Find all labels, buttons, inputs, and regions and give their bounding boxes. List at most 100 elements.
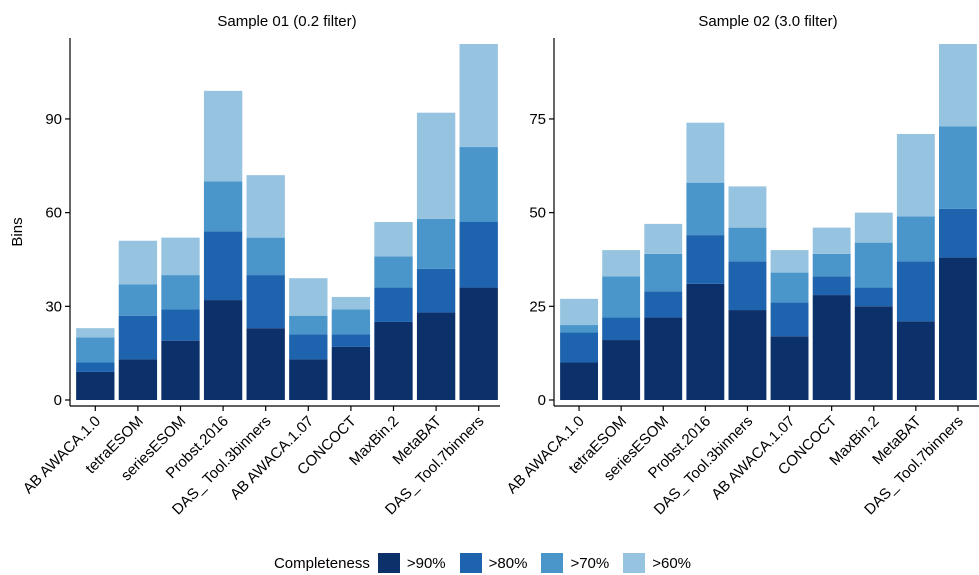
panel2-bar-3-seg-3 (686, 122, 725, 183)
panel1-bar-6-seg-0 (331, 346, 371, 400)
panel1-bar-0-seg-0 (76, 371, 115, 400)
legend-label-gt70: >70% (570, 554, 610, 572)
panel1-bar-2-seg-0 (161, 340, 200, 400)
panel1-bar-1-seg-1 (118, 315, 158, 360)
panel1-bar-7-seg-3 (374, 222, 413, 257)
legend-swatch-gt90 (377, 553, 400, 573)
panel2-bar-1-seg-2 (602, 276, 641, 318)
panel2-bar-6-seg-2 (812, 253, 851, 277)
legend-title: Completeness (273, 554, 370, 572)
panel2-bar-1-seg-0 (602, 340, 641, 400)
y-axis-label: Bins (9, 217, 26, 246)
legend-label-gt60: >60% (652, 554, 692, 572)
panel2-bar-5-seg-3 (770, 250, 809, 273)
panel2-bar-4-seg-2 (728, 227, 767, 262)
panel2-bar-8-seg-3 (896, 133, 935, 217)
legend-entry-gt90: >90% (377, 553, 446, 573)
panel1-bar-3-seg-3 (203, 90, 243, 182)
panel2-y-tick-label: 50 (529, 205, 546, 222)
panel2-bar-8-seg-0 (896, 321, 935, 400)
legend-entry-gt70: >70% (541, 553, 609, 573)
panel1-bar-4-seg-2 (246, 237, 285, 276)
panel2-bar-1-seg-3 (602, 250, 641, 277)
panel2-bar-0-seg-3 (560, 298, 598, 326)
panel1-bar-6-seg-2 (331, 309, 371, 335)
panel2-bar-8-seg-1 (896, 261, 935, 322)
panel1-bar-6-seg-3 (331, 296, 371, 310)
panel1-bar-1-seg-0 (118, 359, 158, 400)
panel2-bar-4-seg-0 (728, 310, 767, 400)
panel1-bar-0-seg-2 (76, 337, 115, 363)
panel1-bar-2-seg-1 (161, 309, 200, 341)
panel2-bar-9-seg-3 (939, 44, 977, 127)
panel1-bar-9-seg-1 (459, 222, 498, 288)
panel1-bar-8-seg-3 (416, 112, 456, 219)
panel2-bar-3-seg-2 (686, 182, 725, 236)
panel2-bar-2-seg-1 (644, 291, 683, 318)
legend-label-gt90: >90% (406, 554, 446, 572)
panel2-bar-5-seg-1 (770, 302, 809, 337)
panel1-y-tick-label: 90 (45, 111, 62, 128)
panel2-bar-7-seg-0 (854, 306, 893, 400)
panel1-bar-0-seg-1 (76, 362, 115, 372)
legend: Completeness >90% >80% >70% >60% (0, 552, 979, 574)
panel2-bar-9-seg-1 (939, 208, 977, 258)
panel1-bar-9-seg-2 (459, 147, 498, 222)
panel2-bar-3-seg-1 (686, 235, 725, 284)
panel2-title: Sample 02 (3.0 filter) (698, 13, 837, 30)
panel2-bar-8-seg-2 (896, 216, 935, 262)
panel2-y-tick-label: 25 (529, 298, 546, 315)
legend-swatch-gt60 (623, 553, 646, 573)
panel1-bar-8-seg-1 (416, 268, 456, 313)
panel2-bar-0-seg-1 (560, 332, 598, 363)
panel2-bar-6-seg-1 (812, 276, 851, 296)
panel2-bar-3-seg-0 (686, 283, 725, 400)
panel1-bar-9-seg-0 (459, 287, 498, 400)
panel1-y-tick-label: 0 (54, 392, 62, 409)
panel2-bar-6-seg-0 (812, 295, 851, 400)
panel1-title: Sample 01 (0.2 filter) (217, 13, 356, 30)
legend-label-gt80: >80% (488, 554, 528, 572)
legend-entry-gt80: >80% (459, 553, 528, 573)
panel2-bar-0-seg-0 (560, 362, 598, 400)
panel2-bar-9-seg-2 (939, 126, 977, 209)
legend-swatch-gt80 (459, 553, 482, 573)
panel1-bar-4-seg-0 (246, 328, 285, 400)
panel1-bar-1-seg-2 (118, 284, 158, 316)
panel1-bar-2-seg-3 (161, 237, 200, 276)
panel2-bar-7-seg-3 (854, 212, 893, 243)
panel1-bar-4-seg-1 (246, 275, 285, 329)
panel2-y-tick-label: 75 (529, 111, 546, 128)
panel2-bar-7-seg-2 (854, 242, 893, 288)
panel1-bar-4-seg-3 (246, 175, 285, 238)
panel1-bar-8-seg-0 (416, 312, 456, 400)
panel1-bar-5-seg-2 (289, 315, 328, 335)
panel1-bar-9-seg-3 (459, 44, 498, 148)
panel2-bar-2-seg-0 (644, 317, 683, 400)
panel2-bar-7-seg-1 (854, 287, 893, 307)
panel2-bar-9-seg-0 (939, 257, 977, 400)
panel1-bar-5-seg-0 (289, 359, 328, 400)
legend-entry-gt60: >60% (623, 553, 691, 573)
panel1-bar-6-seg-1 (331, 334, 371, 347)
panel1-y-tick-label: 60 (45, 205, 62, 222)
panel1-bar-1-seg-3 (118, 240, 158, 285)
panel1-bar-7-seg-0 (374, 321, 413, 400)
panel1-bar-3-seg-1 (203, 231, 243, 301)
panel2-bar-5-seg-0 (770, 336, 809, 400)
panel2-bar-5-seg-2 (770, 272, 809, 303)
panel1-bar-2-seg-2 (161, 275, 200, 310)
panel1-bar-5-seg-3 (289, 278, 328, 316)
panel1-bar-7-seg-1 (374, 287, 413, 322)
panel1-bar-3-seg-0 (203, 300, 243, 400)
panel1-bar-0-seg-3 (76, 328, 115, 338)
panel1-bar-3-seg-2 (203, 181, 243, 232)
panel2-y-tick-label: 0 (538, 392, 546, 409)
panel1-bar-5-seg-1 (289, 334, 328, 360)
panel2-bar-2-seg-2 (644, 253, 683, 292)
panel2-bar-4-seg-3 (728, 186, 767, 228)
panel2-bar-2-seg-3 (644, 223, 683, 254)
panel2-bar-6-seg-3 (812, 227, 851, 254)
panel2-bar-0-seg-2 (560, 325, 598, 333)
